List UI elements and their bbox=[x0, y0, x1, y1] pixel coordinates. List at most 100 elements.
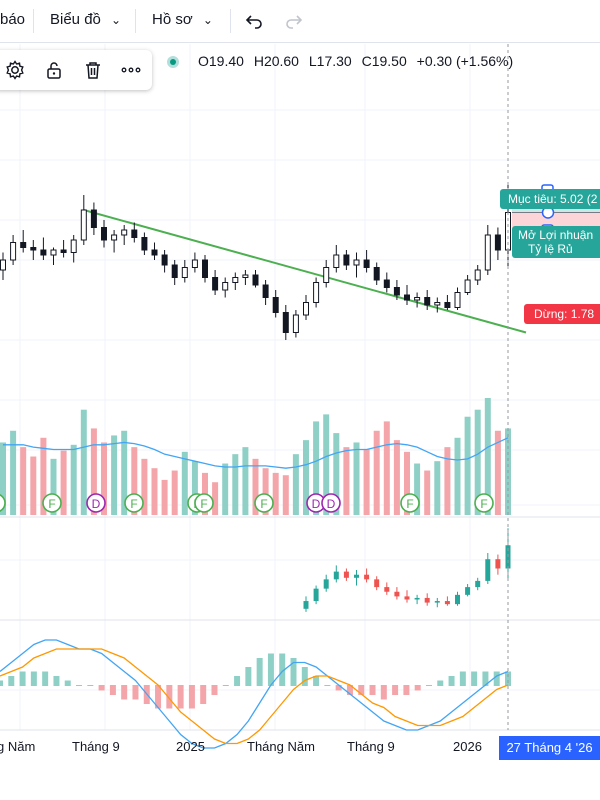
macd-histogram-bar bbox=[471, 671, 478, 686]
sub-candle-body bbox=[303, 601, 309, 609]
candle-body bbox=[424, 297, 431, 306]
volume-bar bbox=[0, 442, 6, 515]
candle-body bbox=[50, 249, 57, 256]
macd-histogram-bar bbox=[222, 685, 229, 686]
candle-body bbox=[383, 279, 390, 288]
sub-candle-body bbox=[394, 591, 400, 597]
volume-bar bbox=[232, 454, 239, 515]
volume-bar bbox=[464, 416, 471, 515]
profile-menu[interactable]: Hồ sơ ⌄ bbox=[152, 11, 213, 28]
target-label[interactable]: Mục tiêu: 5.02 (2 bbox=[500, 189, 600, 209]
unlock-icon[interactable] bbox=[43, 59, 65, 81]
candle-body bbox=[393, 287, 400, 296]
event-marker-letter: F bbox=[260, 497, 267, 511]
sub-candle-body bbox=[444, 601, 450, 605]
candle-body bbox=[111, 234, 118, 241]
volume-bar bbox=[212, 482, 219, 515]
sub-candle-body bbox=[323, 579, 329, 589]
event-marker bbox=[321, 493, 341, 513]
trash-icon[interactable] bbox=[82, 59, 104, 81]
alert-menu[interactable]: báo bbox=[0, 11, 26, 28]
candle-body bbox=[101, 227, 107, 241]
candle-body bbox=[373, 267, 380, 281]
ohlc-high: H20.60 bbox=[253, 53, 299, 69]
position-info-line2: Tỷ lệ Rủ bbox=[528, 242, 573, 256]
macd-histogram-bar bbox=[392, 685, 399, 695]
sub-candle-body bbox=[384, 587, 390, 592]
candle-body bbox=[444, 302, 451, 308]
sub-candle-body bbox=[333, 571, 339, 580]
event-marker bbox=[194, 493, 214, 513]
event-marker bbox=[42, 493, 62, 513]
candle-body bbox=[202, 259, 208, 278]
macd-histogram-bar bbox=[42, 671, 49, 686]
redo-icon[interactable] bbox=[283, 10, 305, 32]
macd-histogram-bar bbox=[155, 685, 162, 709]
candle-body bbox=[474, 269, 481, 281]
candle-body bbox=[404, 294, 410, 301]
x-tick-label: g Năm bbox=[0, 739, 36, 754]
volume-bar bbox=[242, 447, 249, 515]
macd-histogram-bar bbox=[380, 685, 387, 700]
macd-histogram-bar bbox=[0, 680, 3, 686]
volume-bar bbox=[121, 430, 128, 515]
ohlc-close: C19.50 bbox=[361, 53, 407, 69]
volume-bar bbox=[343, 447, 350, 515]
candle-body bbox=[191, 259, 198, 268]
event-marker-letter: D bbox=[92, 497, 101, 511]
event-marker-letter: F bbox=[48, 497, 55, 511]
volume-bar bbox=[70, 444, 77, 515]
volume-bar bbox=[141, 458, 148, 515]
sub-candle-body bbox=[404, 596, 410, 600]
macd-histogram-bar bbox=[279, 653, 286, 686]
volume-bar bbox=[50, 458, 57, 515]
macd-histogram-bar bbox=[482, 671, 489, 686]
event-marker-letter: F bbox=[406, 497, 413, 511]
candle-body bbox=[70, 239, 77, 253]
undo-icon[interactable] bbox=[243, 10, 265, 32]
chart-type-menu[interactable]: Biểu đồ ⌄ bbox=[50, 11, 121, 28]
x-tick-label: 2026 bbox=[453, 739, 482, 754]
candle-body bbox=[292, 314, 299, 333]
volume-bar bbox=[111, 435, 118, 515]
stop-label[interactable]: Dừng: 1.78 bbox=[524, 304, 600, 324]
event-marker bbox=[254, 493, 274, 513]
x-tick-label: Tháng 9 bbox=[72, 739, 120, 754]
macd-histogram-bar bbox=[267, 653, 274, 686]
macd-histogram-bar bbox=[211, 685, 218, 695]
macd-histogram-bar bbox=[448, 676, 455, 686]
volume-bar bbox=[444, 447, 451, 515]
position-info-line1: Mở Lợi nhuận bbox=[518, 228, 594, 242]
volume-bar bbox=[474, 409, 481, 515]
macd-histogram-bar bbox=[346, 685, 353, 695]
macd-histogram-bar bbox=[121, 685, 128, 700]
macd-histogram-bar bbox=[437, 680, 444, 686]
candle-body bbox=[252, 274, 259, 286]
event-marker bbox=[0, 494, 6, 512]
toolbar-divider bbox=[135, 9, 136, 33]
event-marker-letter: F bbox=[130, 497, 137, 511]
event-marker-letter: F bbox=[200, 497, 207, 511]
event-marker bbox=[124, 493, 144, 513]
volume-bar bbox=[131, 447, 138, 515]
sub-candle-body bbox=[475, 580, 481, 588]
toolbar-divider bbox=[230, 9, 231, 33]
event-marker bbox=[400, 493, 420, 513]
volume-bar bbox=[101, 442, 107, 515]
crosshair-date-label: 27 Tháng 4 '26 bbox=[499, 736, 600, 760]
candle-body bbox=[434, 302, 441, 306]
volume-bar bbox=[252, 458, 259, 515]
gear-icon[interactable] bbox=[4, 59, 26, 81]
ohlc-legend: O19.40 H20.60 L17.30 C19.50 +0.30 (+1.56… bbox=[198, 53, 513, 69]
candle-body bbox=[20, 242, 27, 248]
volume-ma-line bbox=[3, 437, 509, 469]
candle-body bbox=[454, 292, 461, 308]
volume-bar bbox=[40, 437, 47, 515]
more-icon[interactable] bbox=[120, 59, 142, 81]
position-info-label[interactable]: Mở Lợi nhuận Tỷ lệ Rủ bbox=[512, 226, 600, 258]
candle-body bbox=[30, 247, 37, 251]
candle-body bbox=[212, 277, 219, 291]
macd-histogram-bar bbox=[87, 685, 94, 686]
macd-histogram-bar bbox=[200, 685, 207, 704]
